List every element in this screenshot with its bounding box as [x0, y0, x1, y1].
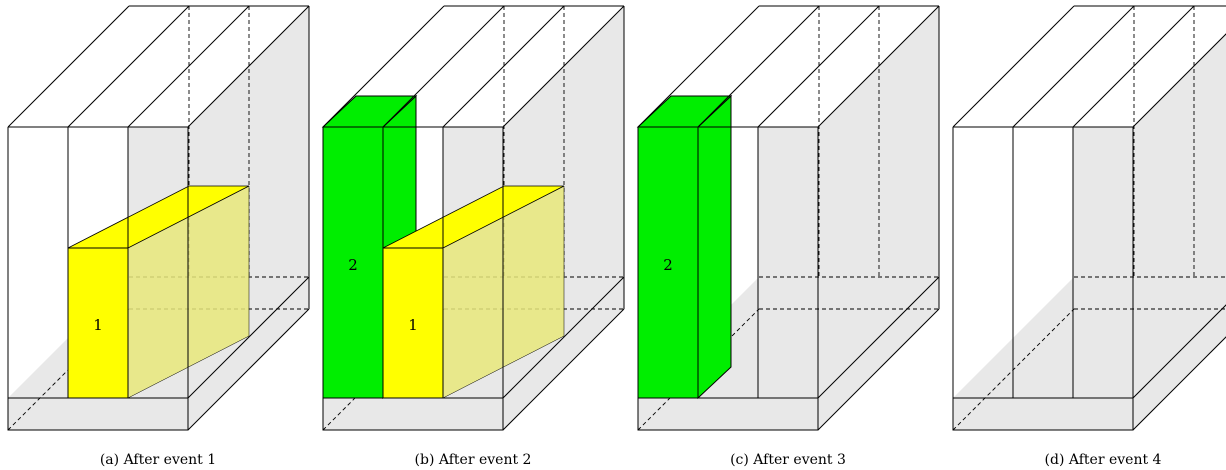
- base-side-fill: [1133, 305, 1226, 430]
- block-front-face: [67, 247, 129, 399]
- frame-edge: [1132, 336, 1226, 431]
- frame-edge: [1132, 304, 1226, 399]
- base-side-fill: [818, 277, 939, 430]
- panel-2: 2 1 (b) After event 2: [321, 5, 625, 468]
- frame-edge: [7, 5, 130, 128]
- base-front-fill: [638, 398, 818, 430]
- block-label: 1: [408, 316, 418, 334]
- base-side-fill: [503, 277, 624, 430]
- base-front-edge: [637, 397, 819, 431]
- frame-edge: [952, 5, 1075, 128]
- panel-caption: (c) After event 3: [730, 452, 846, 468]
- base-front-fill: [953, 398, 1133, 430]
- block-1: 1: [382, 185, 565, 399]
- frame-edge: [757, 5, 880, 128]
- block-front-face: [382, 247, 444, 399]
- frame-edge: [637, 5, 760, 128]
- frame-edge: [502, 308, 625, 431]
- base-top-fill: [953, 277, 1226, 398]
- frame-edge: [187, 276, 310, 399]
- frame-edge: [67, 5, 190, 128]
- block-front-face: [322, 126, 384, 399]
- frame-edge: [502, 276, 625, 399]
- frame-edge: [322, 5, 445, 128]
- panel-caption: (a) After event 1: [100, 452, 216, 468]
- frame-edge: [817, 308, 940, 431]
- frame-edge: [1072, 5, 1195, 128]
- block-2: 2: [636, 94, 733, 400]
- frame-edge: [1012, 5, 1135, 128]
- block-label: 2: [348, 256, 358, 274]
- base-front-fill: [8, 398, 188, 430]
- block-label: 1: [93, 316, 103, 334]
- frame-edge: [697, 5, 820, 128]
- frame-edge: [442, 5, 565, 128]
- frame-edge: [382, 5, 505, 128]
- frame-edge: [817, 276, 940, 399]
- panel-3: 2 (c) After event 3: [636, 5, 940, 468]
- frame-edge: [187, 308, 310, 431]
- panel-caption: (d) After event 4: [1045, 452, 1162, 468]
- frame-edge: [187, 5, 310, 128]
- base-side-fill: [188, 277, 309, 430]
- block-label: 2: [663, 256, 673, 274]
- block-side-face: [697, 94, 732, 400]
- base-front-fill: [323, 398, 503, 430]
- panel-4: (d) After event 4: [952, 5, 1226, 468]
- base-front-edge: [7, 397, 189, 431]
- frame-edge: [127, 5, 250, 128]
- panel-caption: (b) After event 2: [415, 452, 532, 468]
- frame-edge: [502, 5, 625, 128]
- panel-1: 1 (a) After event 1: [7, 5, 310, 468]
- block-front-face: [637, 126, 699, 399]
- frame-edge: [817, 5, 940, 128]
- base-front-edge: [322, 397, 504, 431]
- base-front-edge: [952, 397, 1134, 431]
- frame-edge: [1132, 33, 1226, 128]
